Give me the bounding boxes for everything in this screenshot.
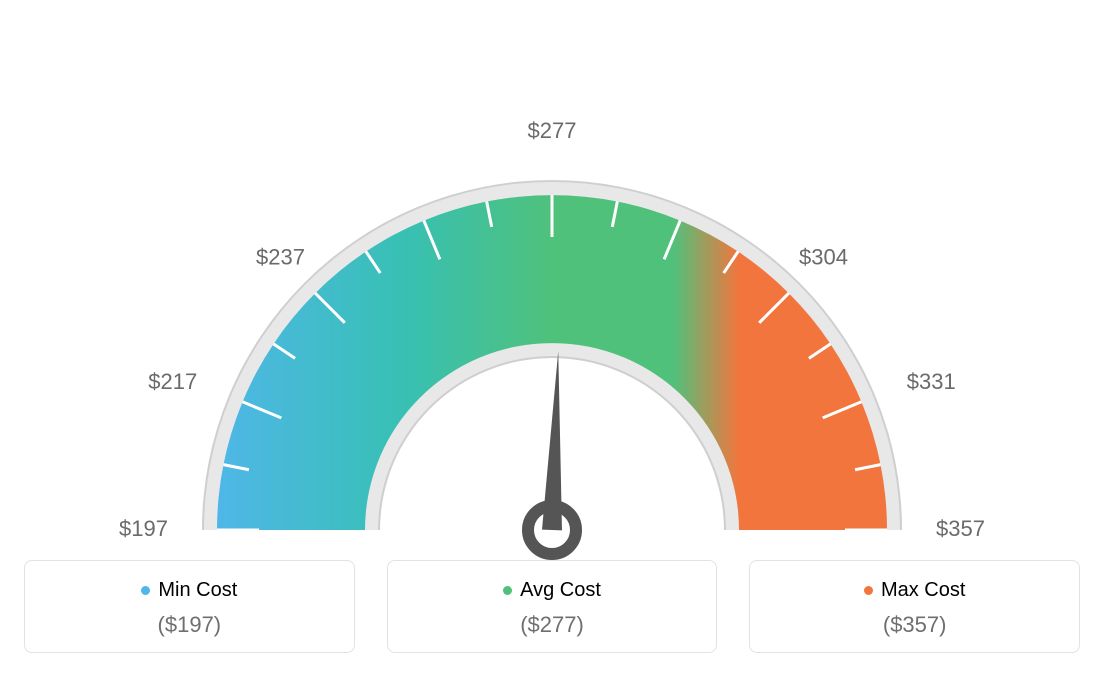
- legend-title-avg: Avg Cost: [503, 579, 601, 602]
- legend-title-min: Min Cost: [141, 579, 237, 602]
- legend-card-max: Max Cost ($357): [749, 560, 1080, 653]
- dot-icon: [864, 586, 873, 595]
- legend-card-min: Min Cost ($197): [24, 560, 355, 653]
- legend-value-min: ($197): [37, 612, 342, 638]
- svg-text:$197: $197: [119, 516, 168, 541]
- legend-title-label: Avg Cost: [520, 579, 601, 602]
- svg-text:$331: $331: [907, 369, 956, 394]
- svg-text:$217: $217: [148, 369, 197, 394]
- gauge-chart: $197 $217 $237 $277 $304 $331 $357: [0, 0, 1104, 560]
- legend-card-avg: Avg Cost ($277): [387, 560, 718, 653]
- dot-icon: [503, 586, 512, 595]
- svg-text:$237: $237: [256, 244, 305, 269]
- legend-value-max: ($357): [762, 612, 1067, 638]
- legend-value-avg: ($277): [400, 612, 705, 638]
- dot-icon: [141, 586, 150, 595]
- svg-text:$304: $304: [799, 244, 848, 269]
- legend-title-max: Max Cost: [864, 579, 965, 602]
- legend-title-label: Min Cost: [158, 579, 237, 602]
- legend-row: Min Cost ($197) Avg Cost ($277) Max Cost…: [0, 560, 1104, 653]
- svg-text:$357: $357: [936, 516, 985, 541]
- svg-text:$277: $277: [528, 118, 577, 143]
- legend-title-label: Max Cost: [881, 579, 965, 602]
